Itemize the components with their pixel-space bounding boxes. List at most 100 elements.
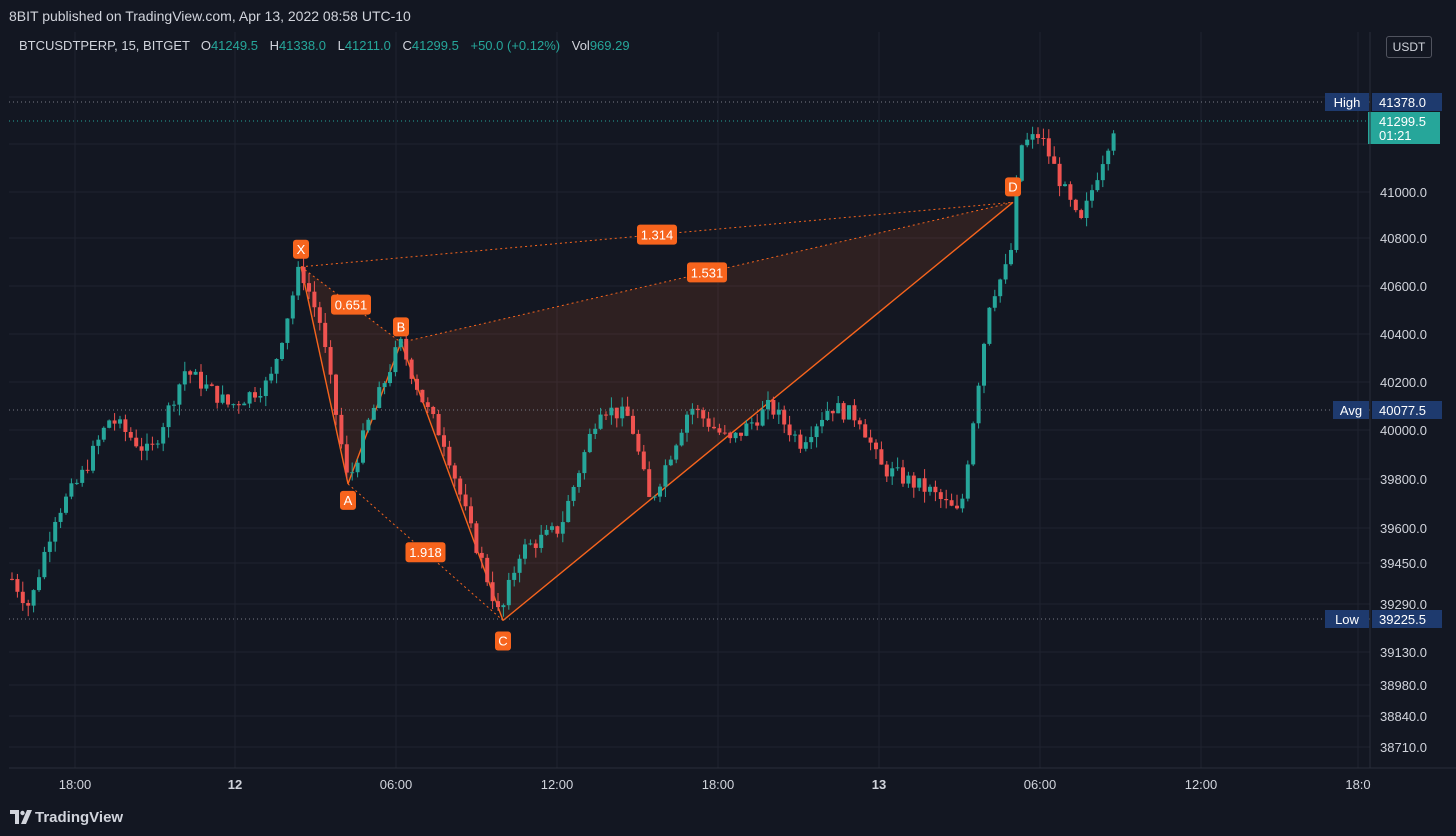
candlestick xyxy=(91,440,95,474)
candle-body xyxy=(1052,156,1057,164)
candlestick xyxy=(485,554,490,586)
candlestick xyxy=(425,397,430,413)
price-tick-label: 41000.0 xyxy=(1380,185,1427,200)
pattern-triangle-bcd xyxy=(401,202,1013,621)
price-tick-label: 40000.0 xyxy=(1380,423,1427,438)
candlestick xyxy=(323,312,328,353)
candlestick xyxy=(382,381,387,395)
pattern-point-label-bg xyxy=(293,239,309,259)
candle-body xyxy=(490,582,495,602)
candlestick xyxy=(523,538,527,565)
candle-body xyxy=(366,419,371,431)
candle-body xyxy=(226,394,230,405)
candlestick xyxy=(539,524,544,553)
candlestick xyxy=(1030,126,1035,149)
candle-body xyxy=(625,406,630,416)
candle-body xyxy=(874,442,878,450)
candlestick xyxy=(809,426,814,450)
pattern-ratio-label-bg xyxy=(405,542,446,563)
candlestick xyxy=(933,480,938,502)
candlestick xyxy=(1009,243,1013,266)
candlestick xyxy=(620,397,625,427)
candle-body xyxy=(928,486,932,492)
candle-body xyxy=(771,399,776,415)
candle-body xyxy=(809,437,814,443)
candlestick xyxy=(1036,127,1040,144)
candlestick xyxy=(960,493,965,513)
candlestick xyxy=(690,403,695,425)
candle-body xyxy=(841,403,846,420)
candle-body xyxy=(274,359,279,374)
candlestick xyxy=(890,461,895,485)
price-tick-label: 38710.0 xyxy=(1380,740,1427,755)
candlestick xyxy=(1073,198,1078,213)
candlestick xyxy=(938,488,943,508)
candle-body xyxy=(971,423,976,465)
candlestick xyxy=(69,478,74,500)
candlestick xyxy=(695,404,700,419)
candle-body xyxy=(334,374,338,415)
price-line-name: Low xyxy=(1335,612,1359,627)
candle-body xyxy=(609,407,614,416)
candle-body xyxy=(269,373,274,381)
price-line-value-bg xyxy=(1372,610,1442,628)
candlestick xyxy=(37,569,41,592)
candle-body xyxy=(1046,138,1051,157)
candle-body xyxy=(847,405,851,420)
candlestick xyxy=(177,383,182,416)
candle-body xyxy=(1025,139,1030,146)
candle-body xyxy=(1063,184,1067,187)
candle-body xyxy=(820,419,824,427)
candlestick xyxy=(15,573,20,598)
candle-body xyxy=(474,523,479,553)
candlestick xyxy=(269,366,274,384)
candle-body xyxy=(760,409,765,426)
currency-unit-button[interactable]: USDT xyxy=(1386,36,1432,58)
candlestick xyxy=(182,361,187,391)
candle-body xyxy=(803,442,808,449)
candle-body xyxy=(550,526,554,530)
open-value: 41249.5 xyxy=(210,38,258,53)
tradingview-brand[interactable]: TradingView xyxy=(35,809,124,826)
candlestick xyxy=(712,417,716,430)
chart-area[interactable] xyxy=(9,32,1456,800)
candlestick xyxy=(496,592,500,611)
candlestick xyxy=(377,381,382,409)
candlestick xyxy=(992,289,997,312)
candle-body xyxy=(301,266,306,284)
candle-body xyxy=(668,459,673,466)
price-tick-label: 40800.0 xyxy=(1380,231,1427,246)
candlestick xyxy=(1003,253,1008,284)
candlestick xyxy=(566,494,571,523)
candlestick xyxy=(263,376,268,407)
candle-body xyxy=(242,403,247,406)
candle-body xyxy=(1084,200,1089,218)
candlestick xyxy=(625,396,630,417)
candlestick xyxy=(334,373,338,426)
candle-body xyxy=(695,408,700,411)
pattern-point-label: B xyxy=(397,319,406,334)
candlestick xyxy=(1025,132,1030,148)
candlestick xyxy=(150,436,155,451)
candle-body xyxy=(312,291,317,308)
candle-body xyxy=(1073,199,1078,211)
candlestick xyxy=(852,399,857,427)
candle-body xyxy=(47,541,52,552)
candle-body xyxy=(1111,133,1116,151)
candle-body xyxy=(1036,134,1040,138)
candle-body xyxy=(285,318,290,343)
candle-body xyxy=(733,432,738,439)
candlestick xyxy=(863,418,868,438)
symbol-name[interactable]: BTCUSDTPERP, 15, BITGET xyxy=(19,38,190,53)
candlestick xyxy=(1079,208,1084,220)
candle-body xyxy=(906,475,911,484)
publish-info: 8BIT published on TradingView.com, Apr 1… xyxy=(9,8,411,24)
time-tick-label: 12 xyxy=(228,777,242,792)
tradingview-logo-icon[interactable] xyxy=(10,810,32,824)
candlestick xyxy=(204,375,209,392)
candlestick xyxy=(1057,157,1062,197)
price-tick-label: 39450.0 xyxy=(1380,556,1427,571)
pattern-point-label: A xyxy=(344,493,353,508)
candle-body xyxy=(728,432,733,439)
